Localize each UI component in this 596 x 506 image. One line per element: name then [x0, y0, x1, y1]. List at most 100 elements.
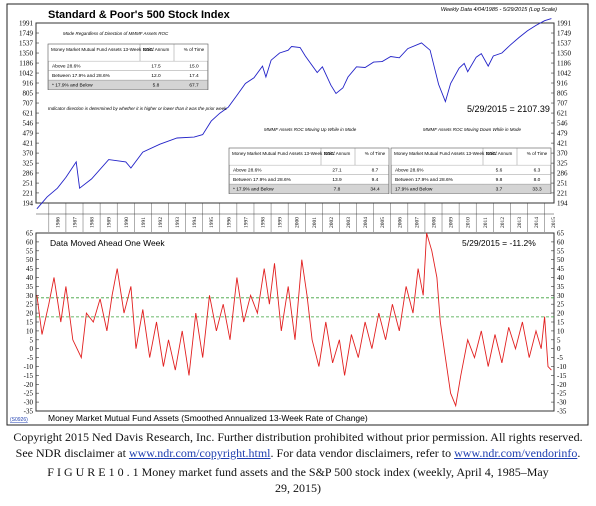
table-row-time: 9.4 [372, 177, 379, 183]
top-y-tick-label: 1186 [19, 60, 33, 68]
table-row-label: Above 28.6% [52, 64, 81, 70]
bottom-y-tick-label: -35 [24, 408, 34, 416]
bottom-y-tick-label: 55 [557, 247, 565, 255]
bottom-y-tick-label: 30 [26, 292, 34, 300]
copyright-line: Copyright 2015 Ned Davis Research, Inc. … [13, 430, 583, 444]
x-axis-year-label: 2007 [414, 217, 420, 228]
x-axis-year-label: 2011 [483, 217, 489, 228]
top-y-tick-label: 1186 [557, 60, 571, 68]
disclaimer-suffix: . [577, 446, 581, 460]
table-row-time: 6.3 [534, 168, 541, 174]
table-row-label: Above 28.6% [395, 168, 424, 174]
rising-title: MMMF Assets ROC Moving Up While in Mode [264, 127, 357, 132]
x-axis-year-label: 1988 [90, 217, 96, 228]
bottom-y-tick-label: 30 [557, 292, 565, 300]
x-axis-year-label: 2000 [295, 217, 301, 228]
x-axis-year-labels: 1986 1987 1988 1989 1990 1991 1992 1993 1994 1995… [36, 203, 557, 232]
bottom-y-tick-labels-right: 65605550454035302520151050-5-10-15-20-25… [557, 230, 567, 416]
table-header-gain: Gain/ Annum [486, 151, 513, 156]
top-y-tick-label: 251 [557, 180, 568, 188]
x-axis-year-label: 1996 [226, 217, 232, 228]
table-row-gain: 9.8 [496, 177, 503, 183]
table-row-label: Above 28.6% [233, 168, 262, 174]
table-row-time: 8.7 [372, 168, 379, 174]
table-row-label: Between 17.9% and 28.6% [52, 73, 111, 79]
bottom-y-tick-label: 60 [26, 238, 34, 246]
top-y-tick-labels-right: 1991 1749 1537 1350 1186 1042 916 805 707 621 546 4… [557, 20, 572, 208]
bottom-y-tick-label: 45 [26, 265, 34, 273]
x-axis-year-label: 1998 [261, 217, 267, 228]
sp500-series-line [36, 18, 552, 210]
table-row-time: 8.0 [534, 177, 541, 183]
table-header-label: Money Market Mutual Fund Assets 13-Week … [394, 151, 497, 156]
top-header-note: Weekly Data 4/04/1985 - 5/29/2015 (Log S… [441, 7, 557, 13]
vendorinfo-link[interactable]: www.ndr.com/vendorinfo [454, 446, 578, 460]
top-y-tick-label: 421 [557, 140, 568, 148]
top-y-tick-label: 325 [23, 160, 34, 168]
bottom-y-tick-label: 65 [557, 230, 565, 238]
x-axis-year-label: 2012 [500, 217, 506, 228]
copyright-link[interactable]: www.ndr.com/copyright.html [128, 446, 271, 460]
top-y-tick-label: 479 [23, 130, 34, 138]
bottom-latest-label: 5/29/2015 = -11.2% [462, 238, 536, 248]
disclaimer-prefix: See NDR disclaimer at [15, 446, 129, 460]
bottom-y-tick-label: -15 [24, 372, 34, 380]
bottom-y-tick-label: 10 [26, 327, 34, 335]
indicator-note: Indicator direction is determined by whe… [48, 106, 228, 111]
bottom-y-tick-label: 45 [557, 265, 565, 273]
mmmf-roc-series-line [36, 232, 552, 408]
top-y-tick-label: 1042 [19, 70, 34, 78]
top-y-tick-label: 707 [557, 100, 568, 108]
table-row-gain: 5.6 [496, 168, 503, 174]
bottom-y-tick-label: 50 [557, 256, 565, 264]
stats-table-overall: Money Market Mutual Fund Assets 13-Week … [47, 43, 209, 90]
x-axis-year-label: 2001 [312, 217, 318, 228]
bottom-y-tick-label: 35 [557, 283, 565, 291]
table-row-gain: 3.7 [496, 187, 503, 193]
table-header-time: % of Time [527, 151, 548, 156]
x-axis-year-label: 1999 [278, 217, 284, 228]
top-y-tick-label: 479 [557, 130, 568, 138]
top-y-tick-label: 1749 [557, 30, 572, 38]
bottom-y-tick-label: 50 [26, 256, 34, 264]
bottom-y-tick-label: -5 [557, 354, 563, 362]
top-y-tick-label: 1042 [557, 70, 572, 78]
bottom-y-tick-label: 20 [26, 310, 34, 318]
x-axis-year-label: 1987 [72, 217, 78, 228]
bottom-y-tick-label: 10 [557, 327, 565, 335]
bottom-y-tick-label: 40 [26, 274, 34, 282]
table-header-gain: Gain/ Annum [143, 47, 170, 52]
x-axis-year-label: 2003 [346, 217, 352, 228]
table-row-gain: 27.1 [332, 168, 342, 174]
top-y-tick-label: 707 [23, 100, 34, 108]
x-axis-year-label: 1986 [55, 217, 61, 228]
bottom-y-tick-label: -25 [24, 390, 34, 398]
top-y-tick-label: 421 [23, 140, 34, 148]
table-header-label: Money Market Mutual Fund Assets 13-Week … [232, 151, 335, 156]
table-header-gain: Gain/ Annum [324, 151, 351, 156]
table-row-time: 17.4 [189, 73, 199, 79]
table-row-label: Between 17.9% and 28.6% [395, 177, 454, 183]
bottom-y-tick-label: 5 [557, 336, 561, 344]
top-y-tick-label: 1749 [19, 30, 34, 38]
bottom-y-tick-labels-left: 65605550454035302520151050-5-10-15-20-25… [24, 230, 34, 416]
top-gridlines [36, 22, 554, 204]
bottom-y-tick-label: 0 [557, 345, 561, 353]
bottom-y-tick-label: 5 [30, 336, 34, 344]
x-axis-year-label: 2002 [329, 217, 335, 228]
x-axis-year-label: 2006 [397, 217, 403, 228]
table-row-gain: 13.9 [332, 177, 342, 183]
falling-title: MMMF Assets ROC Moving Down While in Mod… [423, 127, 522, 132]
top-y-tick-label: 805 [557, 90, 568, 98]
disclaimer-line: See NDR disclaimer at www.ndr.com/copyri… [0, 446, 596, 461]
x-axis-year-label: 1990 [124, 217, 130, 228]
top-y-tick-label: 251 [23, 180, 34, 188]
x-axis-year-label: 2013 [517, 217, 523, 228]
stats-table-falling: Money Market Mutual Fund Assets 13-Week … [390, 147, 552, 194]
table-header-label: Money Market Mutual Fund Assets 13-Week … [51, 47, 154, 52]
x-axis-year-label: 2014 [534, 217, 540, 228]
table-row-time: 34.4 [370, 187, 380, 193]
bottom-y-tick-label: -30 [557, 399, 567, 407]
bottom-y-tick-label: 20 [557, 310, 565, 318]
